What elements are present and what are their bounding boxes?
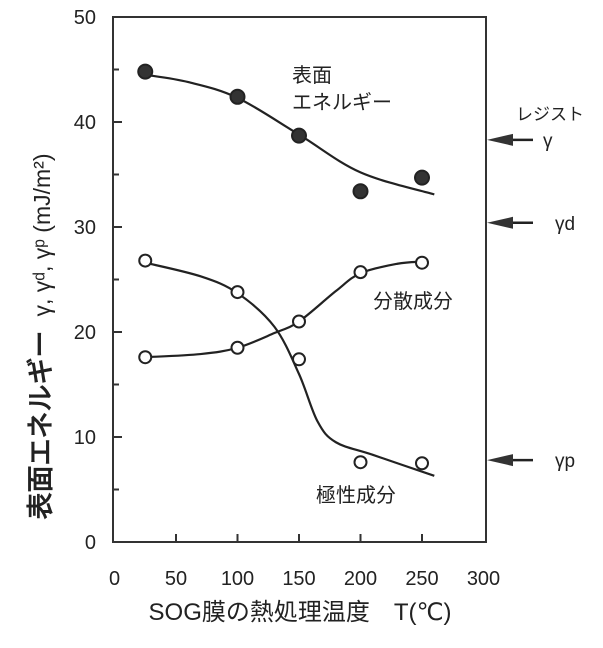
y-axis-label-symbols: γ, γᵈ, γᵖ (mJ/m²) [29, 153, 55, 316]
reference-arrow-head-icon [487, 133, 513, 146]
data-point-series-0 [291, 127, 307, 144]
data-point-series-2 [230, 285, 245, 300]
y-tick-label: 10 [74, 427, 96, 449]
fit-curve-series-0 [145, 73, 435, 196]
series-label-polar: 極性成分 [316, 484, 396, 507]
fit-curve-series-2 [144, 261, 435, 477]
data-point-series-2 [292, 352, 306, 367]
data-point-series-0 [352, 183, 369, 200]
data-point-series-1 [230, 340, 245, 355]
reference-label: γp [555, 451, 575, 472]
series-label-surface-line1: 表面 [292, 64, 332, 87]
data-point-series-1 [353, 265, 368, 280]
reference-markers: γ γd γp [487, 131, 575, 472]
reference-label: γd [555, 214, 575, 235]
data-point-series-1 [415, 255, 429, 270]
y-tick-label: 50 [74, 7, 96, 29]
data-point-series-0 [137, 63, 154, 80]
data-point-series-1 [292, 314, 306, 329]
data-point-series-2 [353, 455, 368, 470]
y-axis-label-main: 表面エネルギー [26, 331, 56, 520]
x-tick-label: 0 [109, 568, 120, 590]
x-tick-label: 100 [221, 568, 254, 590]
y-tick-label: 40 [74, 112, 96, 134]
axis-ticks: 0 50 100 150 200 250 300 0 10 20 30 40 50 [74, 7, 500, 590]
x-tick-label: 50 [165, 568, 187, 590]
data-point-series-0 [229, 88, 246, 105]
x-tick-label: 250 [405, 568, 438, 590]
series-label-surface-line2: エネルギー [292, 91, 392, 114]
reference-arrow-head-icon [487, 216, 513, 229]
x-tick-label: 300 [467, 568, 500, 590]
x-axis-label: SOG膜の熱処理温度 T(℃) [149, 599, 452, 626]
data-points [137, 63, 430, 471]
x-tick-label: 200 [344, 568, 377, 590]
fit-curves [144, 73, 435, 477]
reference-group-label: レジスト [516, 105, 584, 124]
data-point-series-2 [415, 456, 429, 471]
reference-arrow-head-icon [487, 454, 513, 467]
series-label-dispersive: 分散成分 [373, 290, 453, 313]
data-point-series-0 [414, 169, 430, 186]
data-point-series-1 [138, 350, 153, 365]
y-tick-label: 20 [74, 322, 96, 344]
y-tick-label: 0 [85, 532, 96, 554]
data-point-series-2 [138, 253, 153, 268]
y-tick-label: 30 [74, 217, 96, 239]
reference-label: γ [543, 131, 553, 152]
x-tick-label: 150 [282, 568, 315, 590]
